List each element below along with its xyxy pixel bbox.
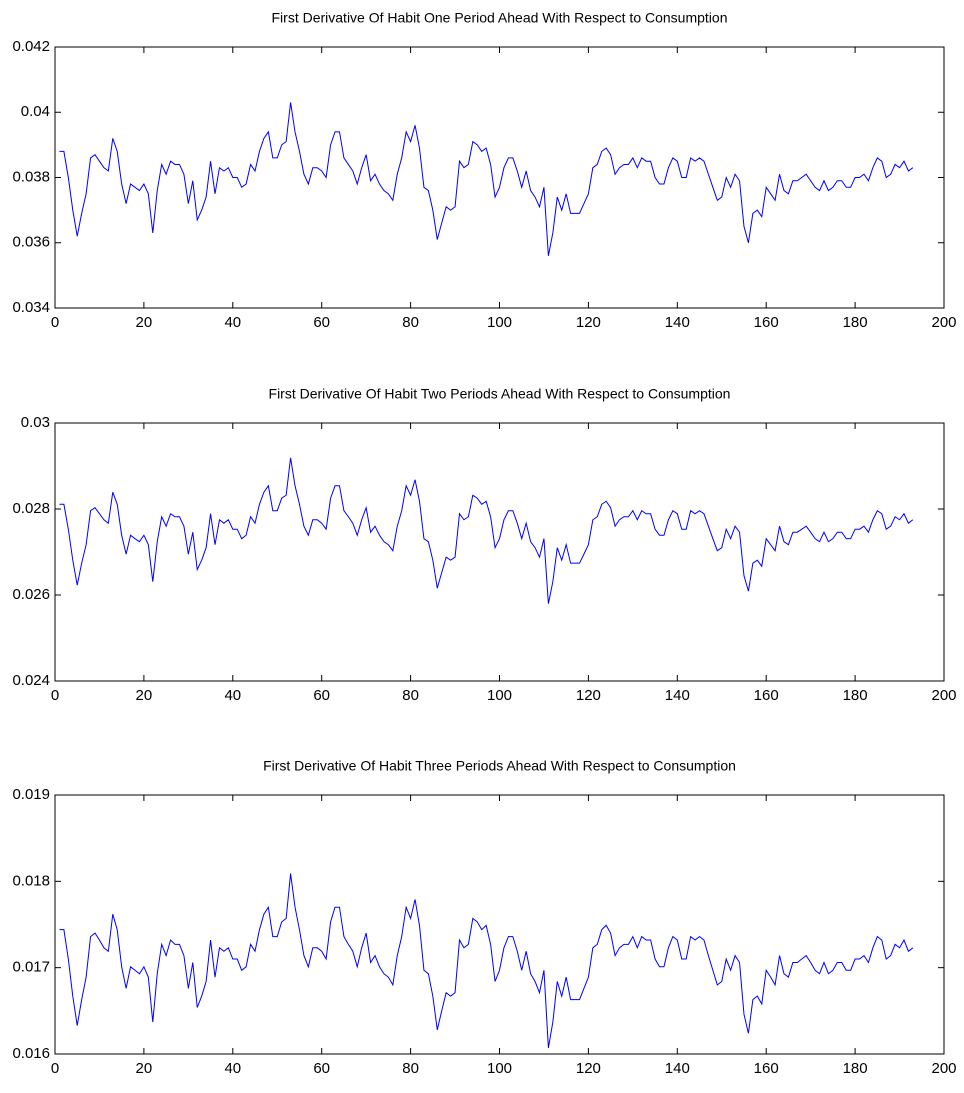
y-tick-label: 0.038 [12, 168, 50, 185]
y-tick-label: 0.019 [12, 786, 50, 803]
y-tick-label: 0.018 [12, 872, 50, 889]
x-tick-label: 0 [51, 314, 59, 331]
x-tick-label: 100 [487, 314, 512, 331]
chart-title: First Derivative Of Habit One Period Ahe… [272, 10, 728, 26]
y-tick-label: 0.016 [12, 1045, 50, 1062]
x-tick-label: 40 [224, 314, 241, 331]
plot-frame [54, 46, 945, 309]
x-tick-label: 140 [665, 314, 690, 331]
x-tick-label: 180 [843, 687, 868, 704]
data-line [59, 102, 914, 256]
y-tick-label: 0.03 [21, 414, 50, 431]
y-tick-label: 0.028 [12, 500, 50, 517]
chart-title: First Derivative Of Habit Two Periods Ah… [269, 386, 731, 402]
x-tick-label: 100 [487, 687, 512, 704]
x-tick-label: 200 [931, 687, 956, 704]
y-tick-label: 0.036 [12, 234, 50, 251]
x-tick-label: 0 [51, 1060, 59, 1077]
x-tick-label: 0 [51, 687, 59, 704]
x-tick-label: 140 [665, 687, 690, 704]
x-tick-label: 160 [754, 1060, 779, 1077]
x-tick-label: 20 [136, 687, 153, 704]
x-tick-label: 180 [843, 1060, 868, 1077]
x-tick-label: 60 [313, 314, 330, 331]
x-tick-label: 160 [754, 314, 779, 331]
x-tick-label: 160 [754, 687, 779, 704]
y-tick-label: 0.024 [12, 672, 50, 689]
x-tick-label: 100 [487, 1060, 512, 1077]
x-tick-label: 80 [402, 1060, 419, 1077]
x-tick-label: 180 [843, 314, 868, 331]
y-tick-label: 0.026 [12, 586, 50, 603]
data-line [59, 873, 914, 1049]
chart-title: First Derivative Of Habit Three Periods … [263, 758, 736, 774]
x-tick-label: 20 [136, 314, 153, 331]
x-tick-label: 120 [576, 687, 601, 704]
x-tick-label: 40 [224, 1060, 241, 1077]
data-line [59, 457, 914, 604]
y-tick-label: 0.04 [21, 103, 50, 120]
y-tick-label: 0.017 [12, 959, 50, 976]
y-tick-label: 0.042 [12, 38, 50, 55]
x-tick-label: 120 [576, 314, 601, 331]
plot-frame [54, 794, 945, 1055]
x-tick-label: 80 [402, 687, 419, 704]
x-tick-label: 40 [224, 687, 241, 704]
x-tick-label: 60 [313, 687, 330, 704]
x-tick-label: 80 [402, 314, 419, 331]
x-tick-label: 120 [576, 1060, 601, 1077]
x-tick-label: 200 [931, 314, 956, 331]
x-tick-label: 20 [136, 1060, 153, 1077]
x-tick-label: 60 [313, 1060, 330, 1077]
x-tick-label: 200 [931, 1060, 956, 1077]
x-tick-label: 140 [665, 1060, 690, 1077]
y-tick-label: 0.034 [12, 299, 50, 316]
